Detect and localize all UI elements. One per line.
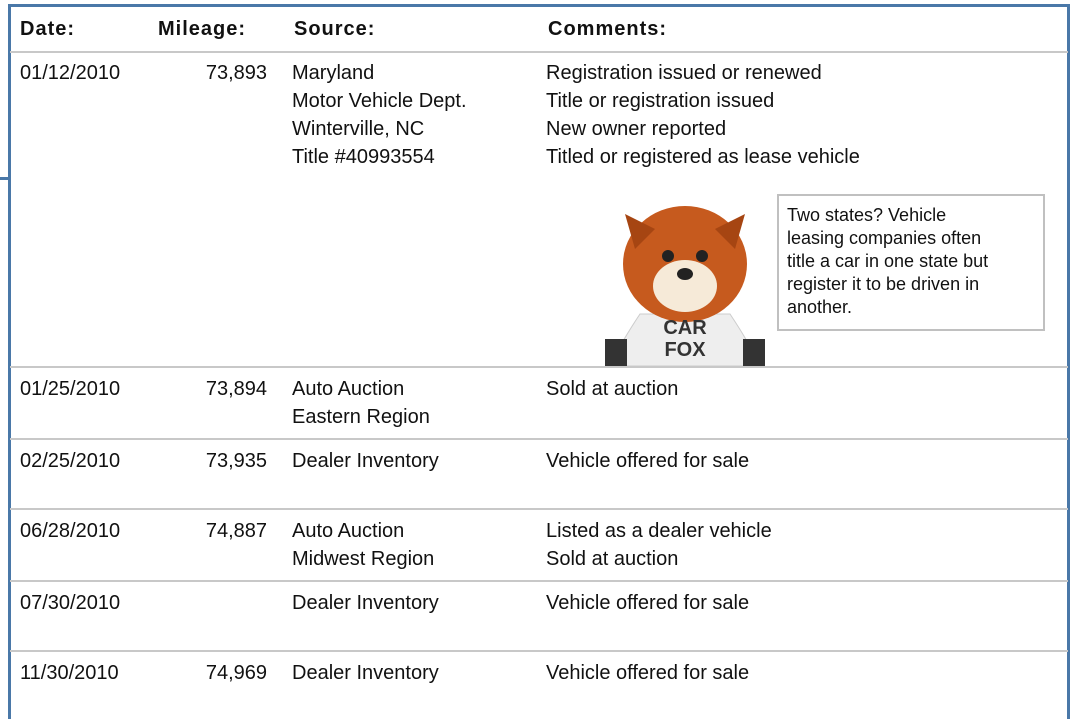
row-divider [10, 508, 1068, 510]
shirt-text: FOX [664, 339, 706, 361]
mileage-cell: 73,894 [206, 375, 267, 403]
source-line: Midwest Region [292, 545, 434, 573]
callout-line: another. [787, 296, 1043, 319]
source-line: Auto Auction [292, 375, 404, 403]
source-line: Maryland [292, 59, 374, 87]
row-divider [10, 438, 1068, 440]
frame-left [8, 4, 11, 719]
row-divider [10, 51, 1068, 53]
column-header: Mileage: [158, 15, 246, 43]
column-header: Date: [20, 15, 75, 43]
comment-line: Sold at auction [546, 545, 678, 573]
mileage-cell: 74,969 [206, 659, 267, 687]
comment-line: Title or registration issued [546, 87, 774, 115]
callout-line: Two states? Vehicle [787, 204, 1043, 227]
callout-line: title a car in one state but [787, 250, 1043, 273]
date-cell: 01/25/2010 [20, 375, 120, 403]
row-divider [10, 366, 1068, 368]
mascot: CAR FOX [600, 194, 770, 366]
comment-line: Titled or registered as lease vehicle [546, 143, 860, 171]
source-line: Title #40993554 [292, 143, 435, 171]
row-divider [10, 580, 1068, 582]
comment-line: Vehicle offered for sale [546, 659, 749, 687]
column-header: Comments: [548, 15, 667, 43]
comment-line: Vehicle offered for sale [546, 447, 749, 475]
date-cell: 02/25/2010 [20, 447, 120, 475]
source-line: Dealer Inventory [292, 659, 439, 687]
callout-line: leasing companies often [787, 227, 1043, 250]
row-divider [10, 650, 1068, 652]
comment-line: Sold at auction [546, 375, 678, 403]
source-line: Motor Vehicle Dept. [292, 87, 467, 115]
date-cell: 07/30/2010 [20, 589, 120, 617]
frame-notch [0, 177, 11, 180]
date-cell: 06/28/2010 [20, 517, 120, 545]
mileage-cell: 74,887 [206, 517, 267, 545]
comment-line: Vehicle offered for sale [546, 589, 749, 617]
source-line: Eastern Region [292, 403, 430, 431]
comment-line: New owner reported [546, 115, 726, 143]
comment-line: Registration issued or renewed [546, 59, 822, 87]
source-line: Dealer Inventory [292, 589, 439, 617]
source-line: Winterville, NC [292, 115, 424, 143]
mileage-cell: 73,893 [206, 59, 267, 87]
comment-line: Listed as a dealer vehicle [546, 517, 772, 545]
callout-line: register it to be driven in [787, 273, 1043, 296]
source-line: Auto Auction [292, 517, 404, 545]
source-line: Dealer Inventory [292, 447, 439, 475]
date-cell: 01/12/2010 [20, 59, 120, 87]
shirt-text: CAR [663, 317, 707, 339]
page: Date: Mileage: Source: Comments: 01/12/2010 7… [0, 0, 1076, 719]
frame-right [1067, 4, 1070, 719]
date-cell: 11/30/2010 [20, 659, 119, 687]
mileage-cell: 73,935 [206, 447, 267, 475]
frame-top [8, 4, 1070, 7]
column-header: Source: [294, 15, 375, 43]
